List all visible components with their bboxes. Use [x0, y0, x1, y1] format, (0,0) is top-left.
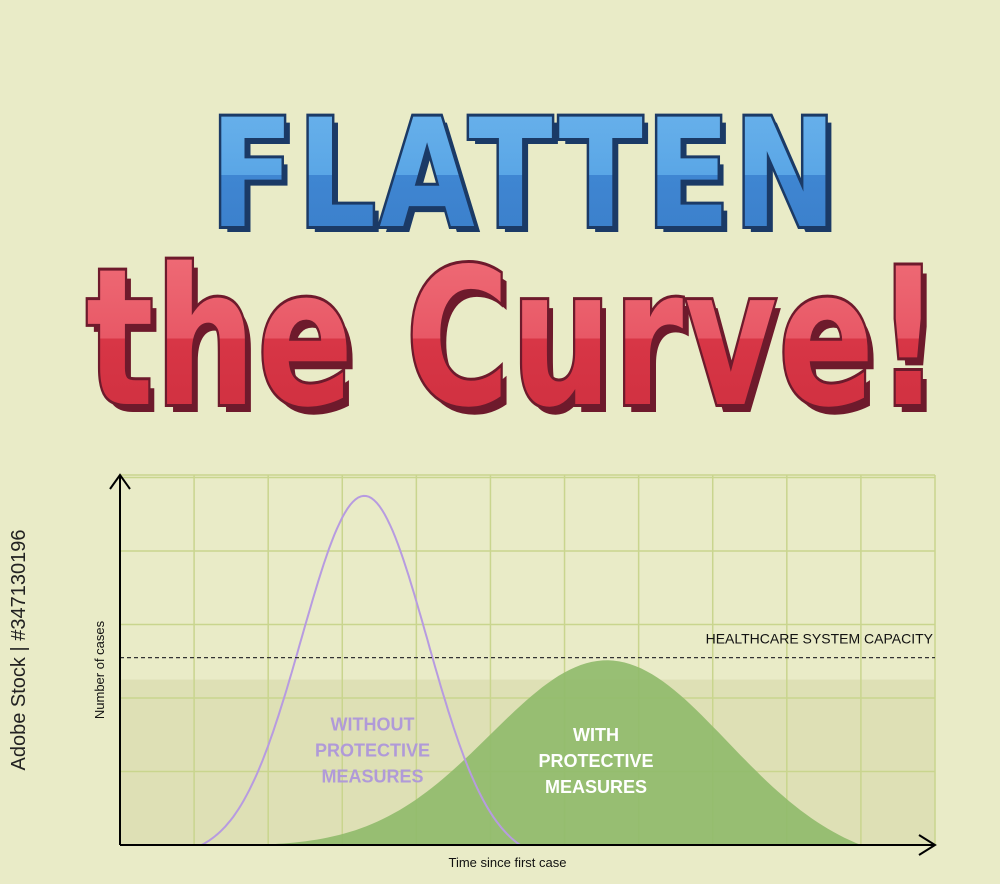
with-label-line3: MEASURES [545, 777, 647, 797]
x-axis [120, 834, 937, 856]
capacity-label: HEALTHCARE SYSTEM CAPACITY [706, 631, 934, 647]
without-label-line1: WITHOUT [331, 714, 415, 734]
title-line2-shadow: the Curve! [92, 236, 948, 440]
with-label-line1: WITH [573, 725, 619, 745]
x-axis-label: Time since first case [449, 855, 567, 870]
y-axis [109, 473, 131, 845]
title-line1: FLATTEN [210, 88, 840, 262]
y-axis-label: Number of cases [92, 620, 107, 719]
title-line1-shadow: FLATTEN [216, 94, 846, 268]
without-label-line3: MEASURES [321, 766, 423, 786]
poster-title: FLATTEN FLATTEN the Curve! the Curve! [83, 85, 948, 440]
with-label-line2: PROTECTIVE [538, 751, 653, 771]
without-measures-curve [201, 494, 521, 846]
title-line2: the Curve! [86, 228, 942, 440]
without-label-line2: PROTECTIVE [315, 740, 430, 760]
with-measures-area [201, 660, 861, 845]
